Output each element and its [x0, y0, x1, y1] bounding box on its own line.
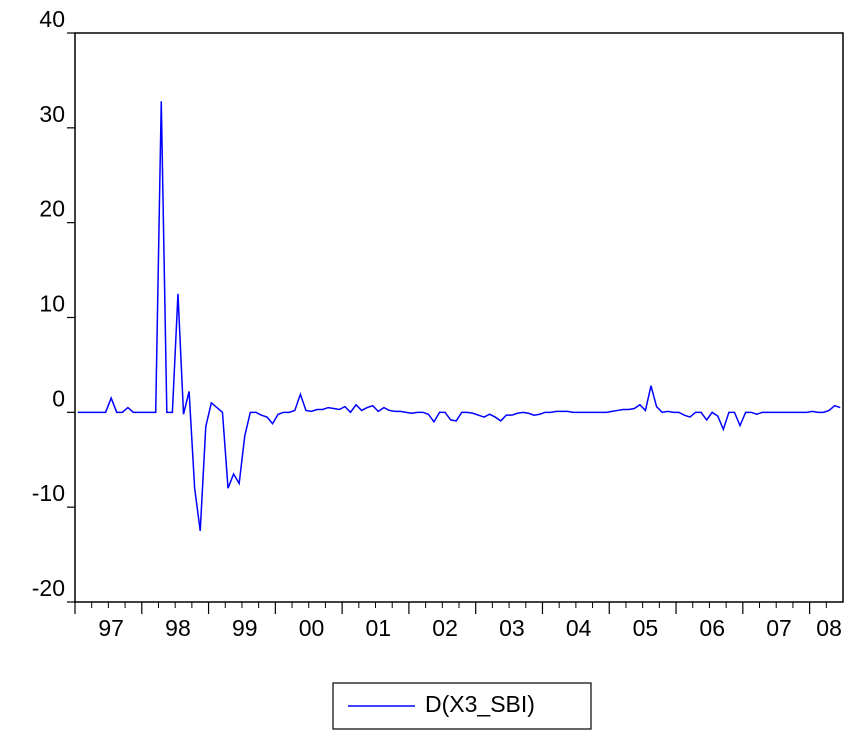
y-tick-label: 0 [52, 385, 65, 411]
x-tick-label: 98 [165, 615, 191, 641]
x-tick-label: 04 [566, 615, 592, 641]
y-tick-label: 30 [39, 101, 65, 127]
x-tick-label: 02 [432, 615, 458, 641]
x-tick-label: 97 [98, 615, 124, 641]
x-tick-label: 06 [699, 615, 725, 641]
x-tick-label: 00 [299, 615, 325, 641]
x-tick-label: 01 [366, 615, 392, 641]
plot-frame [74, 32, 844, 603]
y-tick-label: 10 [39, 291, 65, 317]
x-tick-label: 07 [766, 615, 792, 641]
y-tick-label: 40 [39, 6, 65, 32]
x-tick-label: 99 [232, 615, 258, 641]
y-tick-label: 20 [39, 196, 65, 222]
y-tick-label: -20 [32, 575, 65, 601]
data-line [77, 101, 841, 531]
y-tick-label: -10 [32, 480, 65, 506]
x-tick-label: 05 [633, 615, 659, 641]
legend-label: D(X3_SBI) [425, 691, 535, 717]
x-tick-label: 08 [816, 615, 842, 641]
x-tick-label: 03 [499, 615, 525, 641]
